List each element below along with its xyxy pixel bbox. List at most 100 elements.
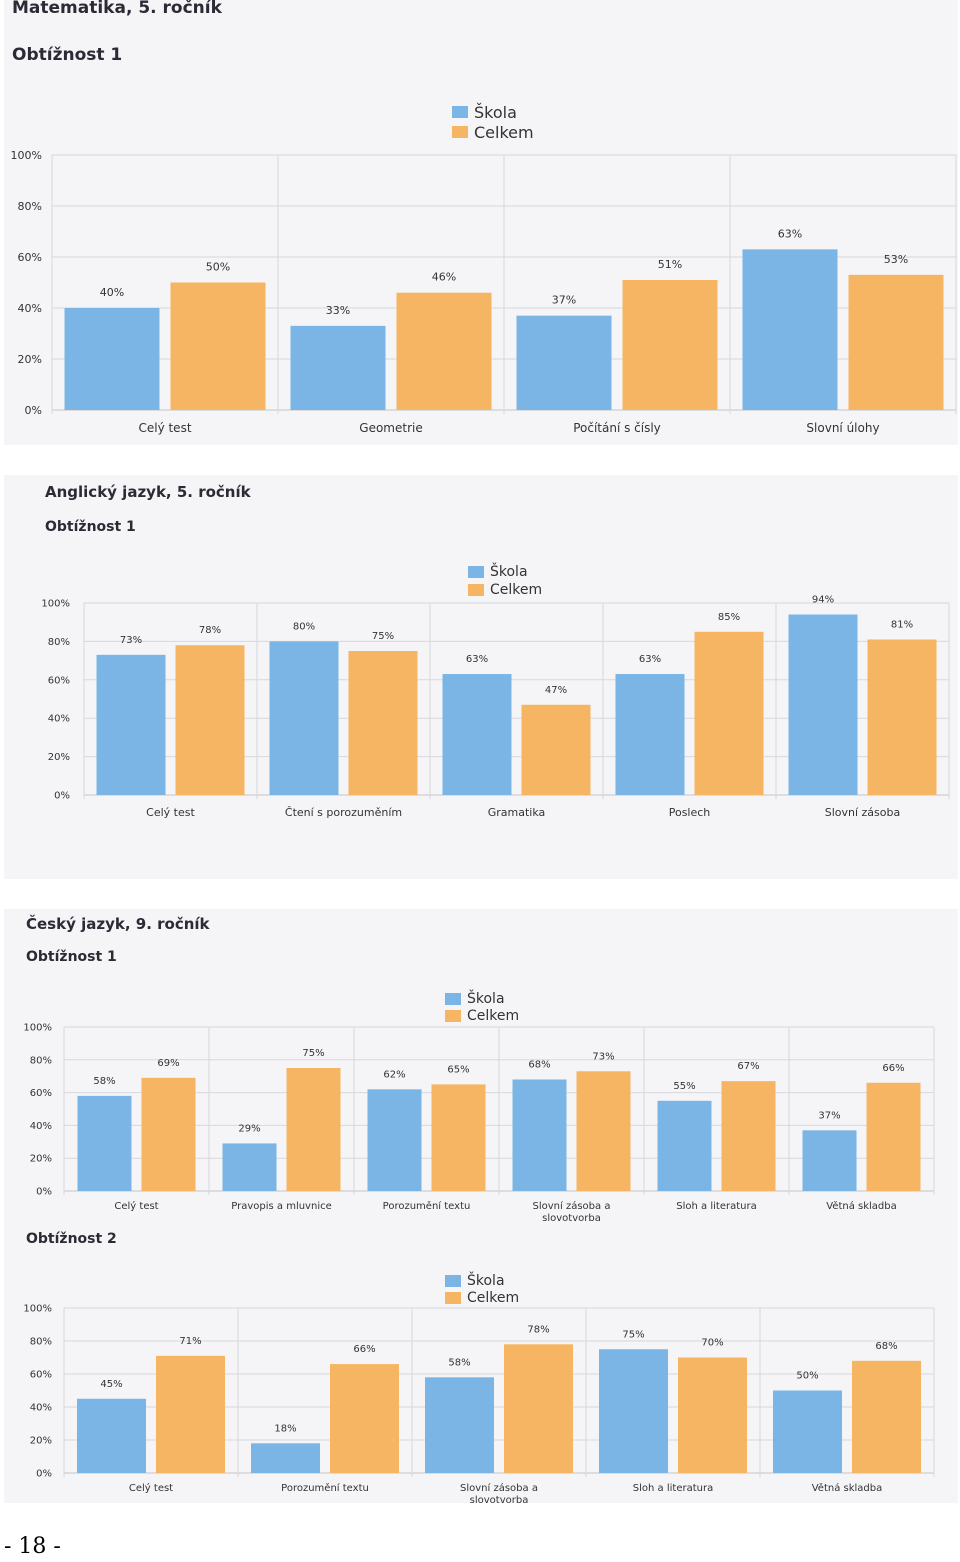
data-label: 51% <box>658 258 682 271</box>
bar-overall <box>141 1077 196 1191</box>
legend-item-school: Škola <box>468 563 542 581</box>
data-label: 73% <box>592 1051 614 1062</box>
category-label: Celý test <box>129 1482 173 1494</box>
y-tick-label: 20% <box>30 1154 52 1165</box>
category-label: Porozumění textu <box>383 1200 471 1212</box>
data-label: 85% <box>718 612 740 623</box>
bar-overall <box>852 1360 921 1473</box>
y-tick-label: 100% <box>23 1304 52 1315</box>
y-tick-label: 60% <box>30 1088 52 1099</box>
math-chart: 0% 20% 40% 60% 80% 100% 40% 50% Celý test 33% 46% G… <box>11 149 957 435</box>
data-label: 94% <box>812 595 834 606</box>
bar-school <box>367 1089 422 1191</box>
y-tick-label: 20% <box>48 752 70 763</box>
category-label: Gramatika <box>488 806 546 819</box>
y-tick-label: 40% <box>18 302 42 315</box>
y-tick-label: 100% <box>41 599 70 610</box>
legend-item-overall: Celkem <box>445 1289 519 1306</box>
page-number: - 18 - <box>4 1534 61 1559</box>
y-tick-label: 100% <box>23 1023 52 1034</box>
y-tick-label: 80% <box>30 1055 52 1066</box>
english-chart: 0% 20% 40% 60% 80% 100% 73% 78% Celý test 80% 75% Č… <box>41 595 950 819</box>
category-label: Slovní zásoba <box>825 806 901 819</box>
data-label: 68% <box>528 1059 550 1070</box>
y-tick-label: 80% <box>18 200 42 213</box>
data-label: 50% <box>796 1371 818 1382</box>
legend-item-overall: Celkem <box>468 581 542 599</box>
y-tick-label: 0% <box>25 404 42 417</box>
category-label: Sloh a literatura <box>633 1483 713 1494</box>
chart-legend-2: Škola Celkem <box>445 1272 519 1306</box>
y-tick-label: 40% <box>30 1403 52 1414</box>
data-label: 81% <box>891 619 913 630</box>
bar-school <box>802 1130 857 1191</box>
legend-swatch-school <box>468 566 484 578</box>
y-tick-label: 80% <box>30 1337 52 1348</box>
data-label: 40% <box>100 286 124 299</box>
math-panel: Matematika, 5. ročník Obtížnost 1 Škola … <box>4 0 958 445</box>
bar-overall <box>175 645 245 795</box>
legend-item-overall: Celkem <box>445 1007 519 1024</box>
bar-school <box>290 325 386 410</box>
category-label: Slovní zásoba a <box>460 1482 538 1494</box>
data-label: 65% <box>447 1064 469 1075</box>
english-panel: Anglický jazyk, 5. ročník Obtížnost 1 Šk… <box>4 475 958 879</box>
bar-overall <box>504 1344 573 1473</box>
data-label: 55% <box>673 1081 695 1092</box>
data-label: 18% <box>274 1423 296 1434</box>
data-label: 73% <box>120 635 142 646</box>
legend-item-school: Škola <box>452 102 534 122</box>
bar-overall <box>286 1068 341 1191</box>
data-label: 66% <box>882 1063 904 1074</box>
difficulty-title: Obtížnost 1 <box>26 949 117 965</box>
legend-label-overall: Celkem <box>490 582 543 598</box>
category-label: slovotvorba <box>470 1495 529 1503</box>
y-tick-label: 0% <box>54 791 70 802</box>
legend-label-overall: Celkem <box>467 1289 520 1306</box>
category-label: Celý test <box>114 1200 158 1212</box>
bar-school <box>251 1443 320 1473</box>
category-label: Celý test <box>146 806 195 819</box>
data-label: 37% <box>552 294 576 307</box>
bar-overall <box>848 274 944 410</box>
y-tick-label: 40% <box>30 1121 52 1132</box>
y-tick-label: 80% <box>48 637 70 648</box>
category-label: Slovní úlohy <box>806 421 879 435</box>
bar-school <box>615 674 685 795</box>
data-label: 63% <box>466 654 488 665</box>
difficulty-title: Obtížnost 1 <box>12 45 123 65</box>
bar-overall <box>622 279 718 410</box>
y-tick-label: 20% <box>18 353 42 366</box>
legend-label-overall: Celkem <box>467 1007 520 1024</box>
chart-legend: Škola Celkem <box>445 990 519 1024</box>
data-label: 78% <box>527 1324 549 1335</box>
bar-school <box>64 308 160 410</box>
bar-overall <box>521 704 591 795</box>
difficulty-title: Obtížnost 1 <box>45 519 136 535</box>
bar-overall <box>330 1364 399 1473</box>
legend-swatch-school <box>452 106 468 118</box>
difficulty-title-2: Obtížnost 2 <box>26 1231 117 1247</box>
legend-swatch-school <box>445 1274 461 1287</box>
legend-swatch-overall <box>445 1291 461 1304</box>
bar-overall <box>721 1081 776 1191</box>
czech-chart-difficulty-2: 0% 20% 40% 60% 80% 100% 45% 71% Celý test 18% 66% P… <box>23 1304 935 1503</box>
category-label: Čtení s porozuměním <box>285 806 402 819</box>
czech-chart-difficulty-1: 0% 20% 40% 60% 80% 100% 58% 69% Celý test 29% 75% P… <box>23 1023 935 1224</box>
czech-panel: Český jazyk, 9. ročník Obtížnost 1 Škola… <box>4 909 958 1503</box>
data-label: 33% <box>326 304 350 317</box>
y-tick-label: 0% <box>36 1187 52 1198</box>
data-label: 78% <box>199 625 221 636</box>
legend-swatch-overall <box>468 584 484 596</box>
legend-item-school: Škola <box>445 990 519 1007</box>
bar-overall <box>396 292 492 410</box>
category-label: slovotvorba <box>542 1213 601 1224</box>
category-label: Sloh a literatura <box>676 1201 756 1212</box>
legend-item-school: Škola <box>445 1272 519 1289</box>
category-label: Větná skladba <box>826 1200 897 1212</box>
subject-title: Český jazyk, 9. ročník <box>26 915 210 933</box>
y-tick-label: 100% <box>11 149 42 162</box>
bar-overall <box>156 1355 225 1473</box>
bar-school <box>77 1095 132 1191</box>
data-label: 75% <box>372 631 394 642</box>
